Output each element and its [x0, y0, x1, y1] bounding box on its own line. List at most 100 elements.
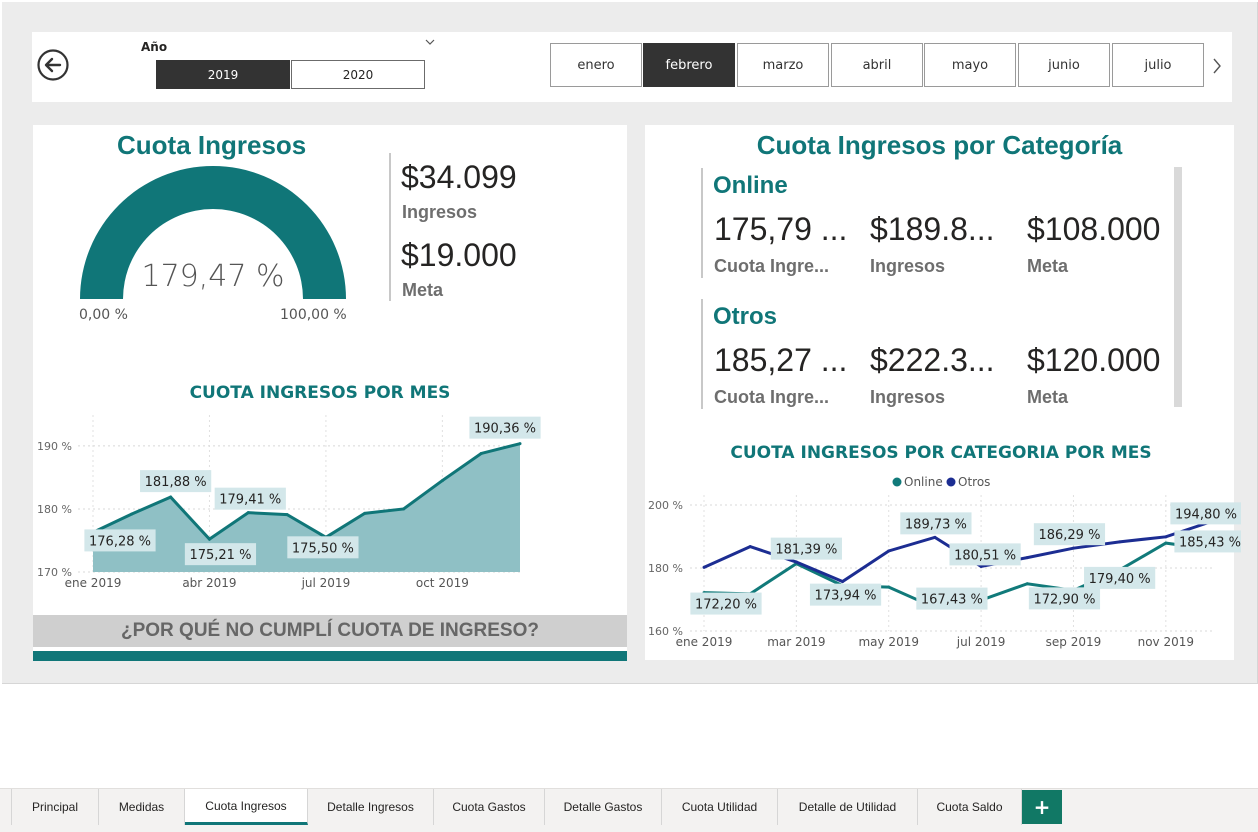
legend-otros-dot: [946, 477, 956, 487]
area-data-label-bg: [214, 487, 286, 510]
line-data-label: 181,39 %: [775, 543, 837, 558]
series-point-otros: [748, 545, 752, 549]
area-line: [92, 442, 521, 542]
area-data-label: 190,36 %: [474, 422, 536, 437]
area-ytick-label: 190 %: [37, 440, 72, 453]
otros-cuota-label: Cuota Ingre...: [714, 387, 830, 407]
otros-ingresos-label: Ingresos: [870, 387, 946, 407]
area-point: [402, 507, 406, 511]
online-cuota-label: Cuota Ingre...: [714, 256, 830, 276]
series-point-otros: [933, 535, 937, 539]
line-ytick-label: 180 %: [648, 562, 683, 575]
line-data-label: 179,40 %: [1089, 572, 1151, 587]
tab-scroll-left[interactable]: [0, 789, 12, 825]
area-data-label: 179,41 %: [219, 493, 281, 508]
online-meta-label: Meta: [1027, 256, 1069, 276]
cuota-ingresos-categoria-mes-chart: CUOTA INGRESOS POR CATEGORIA POR MES Onl…: [648, 443, 1241, 649]
line-data-label-bg: [1170, 502, 1241, 525]
tab-detalle-de-utilidad[interactable]: Detalle de Utilidad: [778, 789, 918, 825]
month-button-febrero[interactable]: febrero: [643, 43, 735, 87]
month-button-marzo[interactable]: marzo: [737, 43, 829, 87]
tab-cuota-utilidad[interactable]: Cuota Utilidad: [662, 789, 778, 825]
tab-principal[interactable]: Principal: [12, 789, 99, 825]
year-button-2019[interactable]: 2019: [156, 60, 290, 89]
series-point-otros: [979, 564, 983, 568]
area-chart-title: CUOTA INGRESOS POR MES: [190, 383, 451, 403]
area-xtick-label: jul 2019: [301, 576, 351, 590]
report-canvas: Año 2019 2020 enero febrero marzo abril …: [2, 2, 1258, 684]
line-ytick-label: 160 %: [648, 625, 683, 638]
meta-label: Meta: [402, 280, 444, 300]
chevron-down-icon[interactable]: [423, 36, 437, 48]
line-data-label-bg: [1084, 566, 1156, 589]
area-ytick-label: 180 %: [37, 503, 72, 516]
line-data-label: 185,43 %: [1179, 535, 1241, 550]
line-xtick-label: sep 2019: [1046, 635, 1102, 649]
month-button-abril[interactable]: abril: [831, 43, 923, 87]
line-xtick-label: ene 2019: [676, 635, 733, 649]
line-data-label-bg: [1028, 587, 1101, 610]
back-arrow-icon[interactable]: [36, 48, 70, 82]
legend-online-label: Online: [904, 475, 943, 489]
online-meta-value: $108.000: [1027, 211, 1161, 247]
otros-meta-label: Meta: [1027, 387, 1069, 407]
gauge-value: 179,47 %: [141, 259, 284, 294]
area-fill: [93, 443, 520, 572]
gauge-min-label: 0,00 %: [79, 307, 128, 323]
line-data-label-bg: [916, 587, 988, 610]
series-point-online: [1164, 541, 1168, 545]
categoria-title: Cuota Ingresos por Categoría: [756, 130, 1123, 160]
line-data-label-bg: [900, 512, 972, 535]
line-xtick-label: mar 2019: [767, 635, 825, 649]
area-point: [246, 511, 250, 515]
area-point: [440, 479, 444, 483]
line-data-label: 186,29 %: [1038, 528, 1100, 543]
year-slicer-label: Año: [141, 40, 168, 54]
area-point: [130, 512, 134, 516]
line-data-label-bg: [1174, 530, 1241, 553]
area-data-label-bg: [140, 470, 212, 493]
why-banner-button[interactable]: ¿POR QUÉ NO CUMPLÍ CUOTA DE INGRESO?: [33, 615, 627, 647]
month-button-enero[interactable]: enero: [550, 43, 642, 87]
year-button-2020[interactable]: 2020: [291, 60, 425, 89]
tab-medidas[interactable]: Medidas: [99, 789, 185, 825]
tab-cuota-gastos[interactable]: Cuota Gastos: [434, 789, 545, 825]
line-data-label: 180,51 %: [954, 548, 1016, 563]
area-point: [285, 513, 289, 517]
area-point: [518, 442, 522, 446]
line-xtick-label: may 2019: [858, 635, 919, 649]
legend-online-dot: [892, 477, 902, 487]
otros-divider: [701, 299, 703, 409]
line-data-label-bg: [809, 583, 882, 606]
series-point-otros: [841, 580, 845, 584]
ingresos-value: $34.099: [401, 159, 517, 195]
tab-cuota-saldo[interactable]: Cuota Saldo: [918, 789, 1022, 825]
otros-cuota-value: 185,27 ...: [714, 342, 848, 378]
filter-bar: Año 2019 2020 enero febrero marzo abril …: [32, 32, 1232, 102]
area-point: [169, 495, 173, 499]
categoria-panel: Cuota Ingresos por Categoría Online 175,…: [645, 125, 1241, 660]
tab-detalle-gastos[interactable]: Detalle Gastos: [545, 789, 662, 825]
otros-group-title: Otros: [713, 303, 778, 330]
tab-cuota-ingresos[interactable]: Cuota Ingresos: [185, 789, 308, 825]
series-point-otros: [702, 565, 706, 569]
line-data-label: 194,80 %: [1175, 507, 1237, 522]
area-point: [479, 451, 483, 455]
area-xtick-label: abr 2019: [182, 576, 236, 590]
add-page-button[interactable]: +: [1022, 790, 1062, 824]
otros-meta-value: $120.000: [1027, 342, 1161, 378]
scrollbar-handle[interactable]: [1174, 167, 1182, 407]
line-ytick-label: 200 %: [648, 499, 683, 512]
series-point-otros: [794, 560, 798, 564]
gauge-max-label: 100,00 %: [280, 307, 347, 323]
online-group-title: Online: [713, 172, 788, 199]
month-button-mayo[interactable]: mayo: [924, 43, 1016, 87]
line-xtick-label: nov 2019: [1138, 635, 1194, 649]
tab-detalle-ingresos[interactable]: Detalle Ingresos: [308, 789, 434, 825]
line-data-label: 167,43 %: [921, 593, 983, 608]
month-button-junio[interactable]: junio: [1018, 43, 1110, 87]
line-chart-title: CUOTA INGRESOS POR CATEGORIA POR MES: [730, 443, 1151, 463]
chevron-right-icon[interactable]: [1210, 56, 1224, 76]
online-ingresos-value: $189.8...: [870, 211, 995, 247]
month-button-julio[interactable]: julio: [1112, 43, 1204, 87]
